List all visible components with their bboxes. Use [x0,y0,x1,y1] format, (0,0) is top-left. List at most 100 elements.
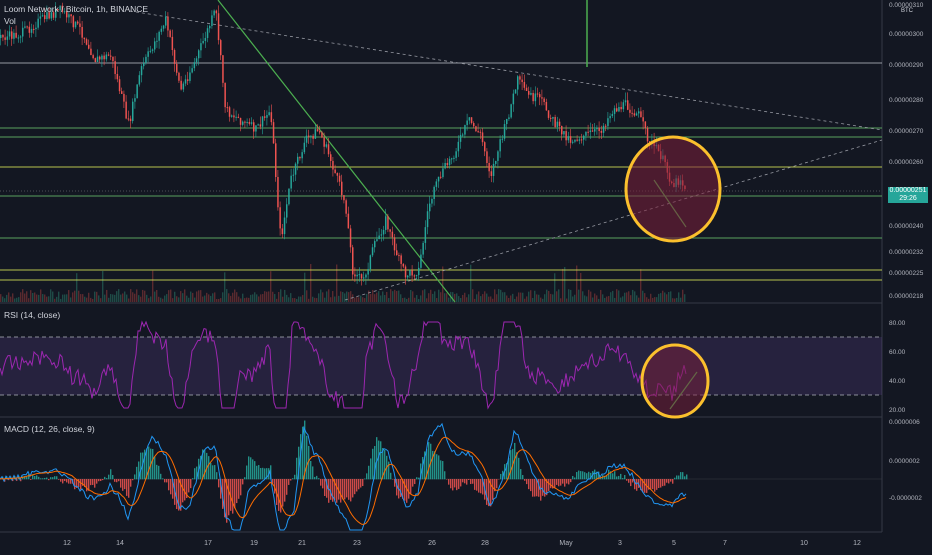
volume-bar [162,299,163,302]
macd-histogram-bar [154,457,155,480]
macd-histogram-bar [236,479,237,503]
volume-bar [238,297,239,302]
macd-histogram-bar [130,479,131,487]
volume-bar [572,296,573,302]
volume-bar [652,298,653,302]
currency-badge: BTC [900,7,914,16]
volume-bar [322,292,323,302]
rsi-tick-label: 60.00 [889,349,906,356]
volume-bar [6,295,7,302]
macd-histogram-bar [414,479,415,484]
macd-histogram-bar [644,479,645,493]
macd-histogram-bar [50,477,51,479]
macd-histogram-bar [328,479,329,503]
volume-bar [268,291,269,302]
candle-body [374,241,376,247]
volume-bar [334,297,335,302]
candle-body [79,23,81,26]
macd-histogram-bar [404,479,405,501]
macd-histogram-bar [34,476,35,479]
macd-histogram-bar [118,479,119,481]
rsi-band [0,337,882,395]
candle-body [172,37,174,50]
volume-bar [146,295,147,302]
volume-bar [358,297,359,302]
volume-bar [304,273,305,302]
candle-body [464,125,466,135]
volume-bar [30,290,31,302]
volume-bar [480,296,481,302]
candle-body [191,68,193,72]
candle-body [187,79,189,81]
volume-bar [74,291,75,302]
candle-body [132,102,134,121]
volume-bar [316,298,317,302]
volume-bar [172,298,173,302]
volume-bar [16,298,17,302]
macd-histogram-bar [674,478,675,480]
time-tick-label: 12 [63,540,71,547]
volume-bar [14,298,15,302]
candle-body [271,112,273,122]
volume-bar [256,294,257,302]
candle-body [156,41,158,42]
volume-bar [338,296,339,302]
candle-body [519,76,521,79]
volume-bar [574,295,575,302]
macd-histogram-bar [112,475,113,479]
volume-bar [632,290,633,302]
candle-body [438,177,440,182]
volume-bar [154,292,155,302]
macd-histogram-bar [578,471,579,480]
macd-histogram-bar [548,479,549,491]
macd-histogram-bar [536,479,537,496]
macd-histogram-bar [48,479,49,480]
volume-bar [86,298,87,302]
volume-bar [614,298,615,302]
candle-body [253,122,255,131]
macd-histogram-bar [128,479,129,498]
candle-body [216,11,218,14]
volume-label: Vol [4,16,16,26]
volume-bar [220,298,221,302]
volume-bar [70,297,71,302]
candle-body [508,117,510,118]
volume-bar [126,295,127,302]
price-tick-label: 0.00000218 [889,293,924,300]
macd-histogram-bar [458,479,459,489]
volume-bar [620,298,621,302]
macd-histogram-bar [90,479,91,485]
macd-histogram-bar [314,477,315,479]
volume-bar [188,298,189,302]
volume-bar [0,294,1,302]
candle-body [400,255,402,263]
macd-histogram-bar [106,478,107,479]
candle-body [614,108,616,114]
macd-histogram-bar [188,479,189,492]
candle-body [18,38,20,39]
volume-bar [584,295,585,302]
macd-histogram-bar [324,479,325,496]
candle-body [618,107,620,111]
macd-histogram-bar [68,479,69,484]
volume-bar [496,294,497,302]
volume-bar [26,291,27,302]
volume-bar [558,289,559,302]
macd-histogram-bar [318,478,319,479]
macd-histogram-bar [152,449,153,479]
rsi-label: RSI (14, close) [4,310,60,320]
macd-histogram-bar [622,478,623,479]
macd-histogram-bar [480,479,481,493]
volume-bar [416,295,417,302]
candle-body [634,113,636,115]
macd-histogram-bar [156,465,157,479]
volume-bar [618,290,619,302]
volume-bar [428,293,429,302]
macd-histogram-bar [58,479,59,480]
candle-body [480,132,482,133]
macd-histogram-bar [242,479,243,484]
candle-body [473,123,475,126]
candle-body [134,98,136,102]
